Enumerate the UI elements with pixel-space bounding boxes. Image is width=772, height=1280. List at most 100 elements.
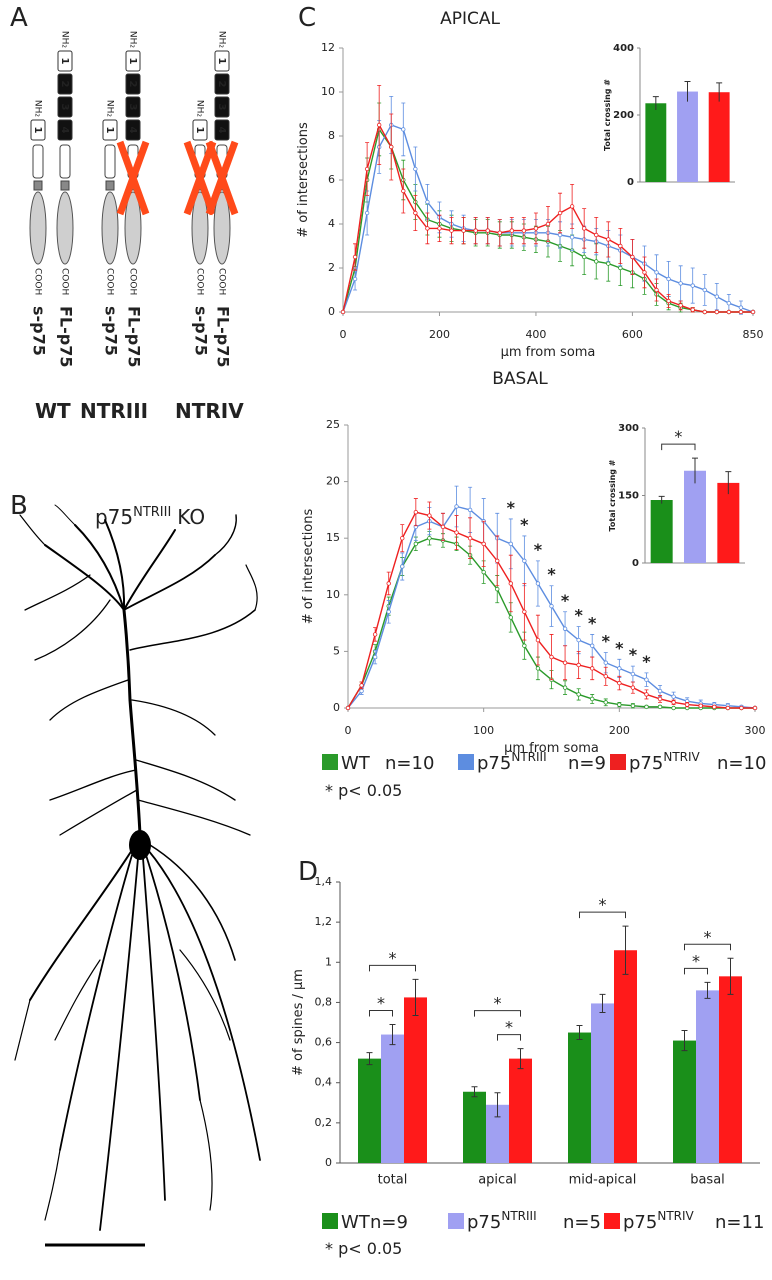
legend-superscript: NTRIV bbox=[663, 750, 700, 764]
x-tick-label: 0 bbox=[340, 328, 347, 341]
significance-star: * bbox=[520, 515, 529, 534]
significance-star: * bbox=[599, 895, 607, 914]
legend-swatch bbox=[322, 1213, 338, 1229]
data-point bbox=[750, 309, 756, 315]
y-tick-label: 1 bbox=[325, 955, 332, 968]
y-axis-label: Total crossing # bbox=[603, 79, 612, 151]
data-point bbox=[454, 504, 459, 509]
dendrite bbox=[137, 799, 251, 836]
bar bbox=[568, 1032, 591, 1163]
legend-superscript: NTRIV bbox=[657, 1209, 694, 1223]
data-point bbox=[644, 692, 649, 697]
legend-label: p75NTRIII bbox=[477, 750, 547, 774]
data-point bbox=[345, 705, 351, 711]
y-tick-label: 0 bbox=[333, 701, 340, 714]
data-point bbox=[630, 671, 636, 677]
significance-bracket bbox=[474, 1010, 521, 1017]
genotype-label: WT bbox=[35, 399, 71, 423]
construct-name: s-p75 bbox=[102, 306, 121, 356]
data-point bbox=[702, 287, 707, 293]
transmembrane-domain bbox=[60, 180, 70, 191]
bar bbox=[404, 997, 427, 1163]
domain-number: 2 bbox=[127, 81, 138, 88]
dendrite bbox=[54, 959, 101, 1041]
data-point bbox=[644, 704, 649, 710]
domain-box bbox=[125, 96, 141, 118]
panel-label: D bbox=[298, 857, 318, 887]
legend-n: n=5 bbox=[563, 1212, 601, 1233]
data-point bbox=[364, 210, 370, 216]
data-point bbox=[467, 536, 473, 541]
domain-number: 4 bbox=[216, 127, 227, 134]
x-tick-label: 300 bbox=[745, 724, 766, 737]
bar bbox=[696, 990, 719, 1163]
y-tick-label: 0,8 bbox=[315, 995, 333, 1008]
panel-label: B bbox=[10, 491, 28, 521]
data-point bbox=[495, 586, 500, 592]
dendrite bbox=[179, 949, 231, 1041]
legend-swatch bbox=[458, 754, 474, 770]
data-point bbox=[671, 700, 676, 705]
bar bbox=[719, 976, 742, 1163]
data-point bbox=[508, 615, 513, 620]
data-point bbox=[545, 221, 551, 227]
legend-label: p75NTRIV bbox=[629, 750, 701, 774]
n-terminus: NH₂ bbox=[60, 31, 70, 49]
data-point bbox=[603, 660, 608, 665]
data-point bbox=[666, 276, 671, 282]
legend-superscript: NTRIII bbox=[501, 1209, 536, 1223]
bar bbox=[591, 1003, 614, 1163]
data-point bbox=[386, 609, 391, 614]
legend-n: n=9 bbox=[568, 753, 606, 774]
bar bbox=[650, 500, 673, 563]
x-tick-label: 100 bbox=[473, 724, 494, 737]
data-point bbox=[440, 524, 446, 530]
dendrite bbox=[74, 524, 125, 611]
data-point bbox=[590, 666, 595, 671]
y-tick-label: 150 bbox=[618, 491, 639, 502]
data-point bbox=[630, 685, 636, 690]
y-tick-label: 4 bbox=[328, 217, 335, 230]
data-point bbox=[576, 637, 581, 643]
dendrite bbox=[49, 679, 129, 721]
data-point bbox=[642, 270, 647, 275]
data-point bbox=[557, 232, 563, 238]
c-terminus: COOH bbox=[60, 268, 70, 295]
data-point bbox=[606, 261, 611, 266]
domain-number: 3 bbox=[127, 104, 138, 111]
construct-name: s-p75 bbox=[192, 306, 211, 356]
dendrite bbox=[19, 514, 46, 546]
data-point bbox=[606, 237, 611, 242]
legend-name: p75 bbox=[629, 753, 663, 774]
significance-star: * bbox=[389, 948, 397, 967]
significance-star: * bbox=[692, 951, 700, 970]
y-tick-label: 10 bbox=[326, 588, 340, 601]
domain-number: 1 bbox=[216, 58, 227, 65]
n-terminus: NH₂ bbox=[105, 100, 115, 118]
domain-box bbox=[214, 96, 230, 118]
data-point bbox=[617, 702, 622, 707]
data-point bbox=[473, 228, 478, 233]
data-point bbox=[644, 677, 649, 682]
significance-bracket bbox=[369, 964, 416, 972]
legend-n: n=9 bbox=[370, 1212, 408, 1233]
legend-n: n=11 bbox=[715, 1212, 764, 1233]
data-point bbox=[618, 265, 623, 271]
significance-star: * bbox=[588, 613, 597, 632]
dendrite bbox=[59, 789, 138, 836]
n-terminus: NH₂ bbox=[217, 31, 227, 49]
c-terminus: COOH bbox=[195, 268, 205, 295]
transmembrane-linker bbox=[59, 144, 71, 179]
construct-name: FL-p75 bbox=[214, 306, 233, 367]
data-point bbox=[657, 688, 663, 694]
data-point bbox=[376, 122, 382, 128]
data-point bbox=[725, 705, 731, 711]
x-tick-label: mid-apical bbox=[569, 1173, 637, 1188]
error-bar bbox=[517, 1048, 524, 1070]
significance-star: * bbox=[615, 638, 624, 657]
y-tick-label: 400 bbox=[613, 43, 634, 54]
significance-star: * bbox=[507, 498, 516, 517]
data-point bbox=[562, 626, 568, 631]
significance-star: * bbox=[547, 565, 556, 584]
domain-box bbox=[57, 119, 73, 141]
